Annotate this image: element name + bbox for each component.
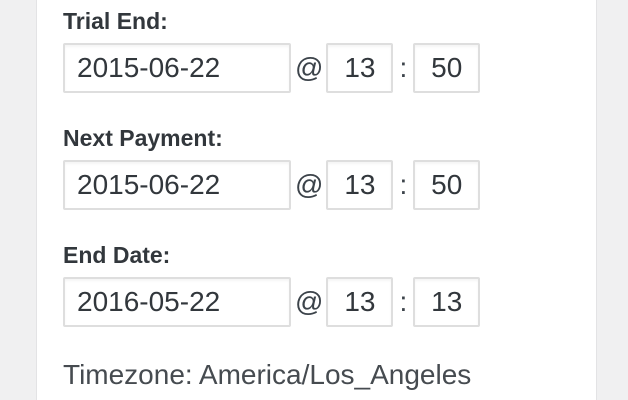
at-separator: @ <box>295 52 324 83</box>
colon-separator: : <box>399 52 408 83</box>
end-date-date-input[interactable] <box>63 277 291 327</box>
colon-separator: : <box>399 286 408 317</box>
at-separator: @ <box>295 286 324 317</box>
next-payment-hour-input[interactable] <box>326 160 394 210</box>
end-date-minute-input[interactable] <box>413 277 481 327</box>
trial-end-label: Trial End: <box>63 8 168 34</box>
end-date-hour-input[interactable] <box>326 277 394 327</box>
next-payment-minute-input[interactable] <box>413 160 481 210</box>
colon-separator: : <box>399 169 408 200</box>
end-date-row: @ : <box>63 277 596 327</box>
trial-end-hour-input[interactable] <box>326 43 394 93</box>
next-payment-date-input[interactable] <box>63 160 291 210</box>
field-next-payment: Next Payment: @ : <box>63 126 596 210</box>
schedule-metabox-panel: Trial End: @ : Next Payment: @ : End Dat… <box>36 0 597 400</box>
next-payment-label: Next Payment: <box>63 125 223 151</box>
timezone-label: Timezone: America/Los_Angeles <box>63 359 472 390</box>
end-date-label: End Date: <box>63 242 171 268</box>
trial-end-row: @ : <box>63 43 596 93</box>
trial-end-date-input[interactable] <box>63 43 291 93</box>
field-end-date: End Date: @ : <box>63 243 596 327</box>
trial-end-minute-input[interactable] <box>413 43 481 93</box>
next-payment-row: @ : <box>63 160 596 210</box>
field-trial-end: Trial End: @ : <box>63 9 596 93</box>
at-separator: @ <box>295 169 324 200</box>
